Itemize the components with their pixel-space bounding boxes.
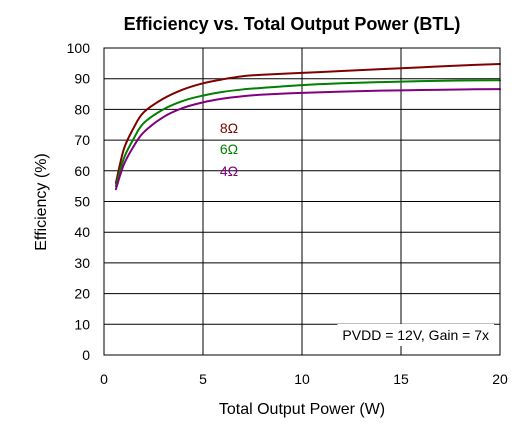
series-labels: 8Ω 6Ω 4Ω (220, 120, 238, 179)
x-tick-label: 15 (393, 371, 409, 387)
tick-labels: 0 10 20 30 40 50 60 70 80 90 100 0 5 10 15 20 (67, 40, 508, 387)
series-line-4-ohm (114, 88, 501, 191)
y-tick-label: 90 (74, 71, 90, 87)
chart-title: Efficiency vs. Total Output Power (BTL) (124, 14, 461, 34)
x-tick-label: 20 (492, 371, 508, 387)
annotation-background (337, 324, 494, 346)
x-tick-label: 0 (100, 371, 108, 387)
y-tick-label: 30 (74, 255, 90, 271)
y-tick-label: 40 (74, 224, 90, 240)
series-lines (114, 62, 501, 191)
series-line-8-ohm (114, 62, 501, 185)
y-tick-label: 20 (74, 286, 90, 302)
y-tick-label: 70 (74, 132, 90, 148)
y-tick-label: 60 (74, 163, 90, 179)
y-tick-label: 0 (82, 347, 90, 363)
series-line-6-ohm (114, 79, 501, 188)
y-tick-label: 10 (74, 316, 90, 332)
series-label-8-ohm: 8Ω (220, 120, 238, 136)
grid (104, 48, 500, 355)
y-tick-label: 100 (67, 40, 91, 56)
x-tick-label: 5 (199, 371, 207, 387)
x-tick-label: 10 (294, 371, 310, 387)
series-label-4-ohm: 4Ω (220, 163, 238, 179)
y-tick-label: 80 (74, 101, 90, 117)
series-label-6-ohm: 6Ω (220, 141, 238, 157)
plot-frame (103, 47, 501, 356)
y-axis-label: Efficiency (%) (33, 153, 50, 251)
x-axis-label: Total Output Power (W) (219, 401, 385, 418)
y-tick-label: 50 (74, 194, 90, 210)
annotation-text: PVDD = 12V, Gain = 7x (342, 327, 489, 343)
